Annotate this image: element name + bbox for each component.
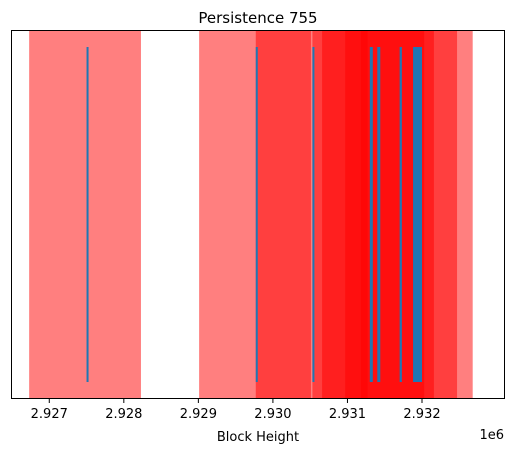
x-tick-label-5: 2.932 bbox=[403, 407, 440, 422]
event-bar-4 bbox=[377, 47, 381, 382]
event-bar-1 bbox=[255, 47, 258, 382]
x-tick-label-1: 2.928 bbox=[105, 407, 142, 422]
x-tick-label-3: 2.930 bbox=[254, 407, 291, 422]
x-tick-label-2: 2.929 bbox=[180, 407, 217, 422]
event-bar-0 bbox=[86, 47, 89, 382]
plot-frame bbox=[11, 30, 505, 399]
bands-layer bbox=[29, 31, 473, 398]
chart-title: Persistence 755 bbox=[198, 9, 317, 27]
events-layer bbox=[86, 47, 422, 382]
event-bar-3 bbox=[369, 47, 373, 382]
event-bar-5 bbox=[399, 47, 402, 382]
x-axis-ticks: 2.927 2.928 2.929 2.930 2.931 2.932 bbox=[31, 398, 441, 422]
event-bar-6 bbox=[413, 47, 422, 382]
event-bar-2 bbox=[312, 47, 315, 382]
span-band-0 bbox=[29, 31, 141, 398]
x-tick-label-4: 2.931 bbox=[329, 407, 366, 422]
x-tick-label-0: 2.927 bbox=[31, 407, 68, 422]
x-axis-offset-label: 1e6 bbox=[479, 428, 504, 443]
x-axis-label: Block Height bbox=[217, 430, 299, 445]
